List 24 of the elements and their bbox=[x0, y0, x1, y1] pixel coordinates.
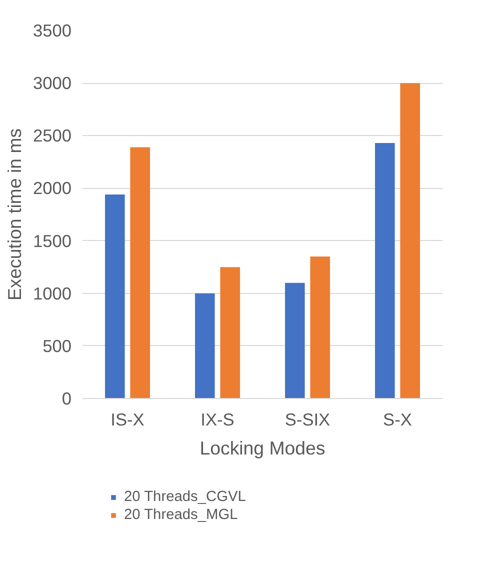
y-tick-label: 2000 bbox=[32, 178, 72, 198]
y-tick-label: 0 bbox=[62, 388, 72, 408]
bar bbox=[400, 83, 420, 398]
bar bbox=[310, 256, 330, 398]
bar bbox=[130, 147, 150, 398]
y-axis-title: Execution time in ms bbox=[4, 128, 25, 301]
bar bbox=[105, 194, 125, 398]
bar bbox=[220, 267, 240, 398]
bar bbox=[285, 282, 305, 398]
bar bbox=[195, 293, 215, 398]
legend-label: 20 Threads_CGVL bbox=[124, 489, 246, 505]
legend-label: 20 Threads_MGL bbox=[124, 507, 238, 523]
y-tick-label: 2500 bbox=[32, 126, 72, 146]
y-tick-label: 1500 bbox=[32, 230, 72, 251]
y-tick-label: 1000 bbox=[32, 283, 72, 304]
x-tick-label: IS-X bbox=[110, 410, 145, 430]
x-tick-label: S-SIX bbox=[284, 410, 331, 430]
x-tick-label: IX-S bbox=[200, 410, 234, 430]
x-tick-label: S-X bbox=[383, 410, 412, 430]
y-tick-label: 3000 bbox=[32, 73, 72, 94]
x-axis-title: Locking Modes bbox=[200, 438, 326, 458]
bar bbox=[375, 143, 395, 398]
y-tick-label: 500 bbox=[42, 336, 72, 356]
y-tick-label: 3500 bbox=[32, 20, 72, 40]
